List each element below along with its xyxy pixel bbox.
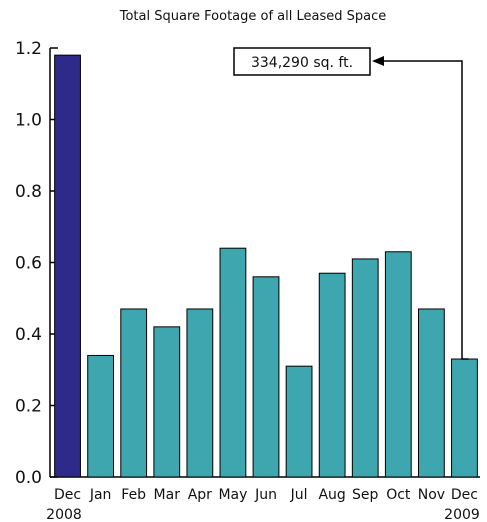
arrow-head-icon (372, 56, 384, 66)
x-tick-label: Apr (188, 487, 212, 503)
y-tick-label: 0.6 (15, 254, 42, 274)
x-tick-label: Jul (290, 487, 308, 503)
annotation-box (233, 47, 371, 76)
x-tick-label: Dec (451, 487, 478, 503)
annotation-text: 334,290 sq. ft. (251, 55, 353, 71)
bar (351, 258, 379, 478)
bar (87, 354, 115, 478)
bar (384, 251, 412, 478)
x-tick-label: Oct (386, 487, 411, 503)
year-label-end: 2009 (444, 507, 480, 522)
bar (153, 326, 181, 478)
bar (285, 365, 313, 478)
bar (451, 358, 478, 478)
bars (54, 54, 478, 478)
y-tick-label: 1.2 (15, 39, 42, 59)
y-tick-label: 0.2 (15, 397, 42, 417)
year-label-start: 2008 (46, 507, 82, 522)
y-tick-label: 1.0 (15, 111, 42, 131)
bar (318, 272, 346, 478)
x-tick-label: Feb (121, 487, 146, 503)
x-tick-label: Sep (352, 487, 379, 503)
x-tick-label: May (218, 487, 247, 503)
bar (120, 308, 148, 478)
bar (252, 276, 280, 478)
bar (54, 54, 81, 478)
bar (417, 308, 445, 478)
bar (219, 247, 247, 478)
x-tick-label: Jun (254, 487, 277, 503)
x-tick-label: Jan (89, 487, 112, 503)
x-tick-label: Nov (418, 487, 445, 503)
annotation-connector (378, 60, 469, 360)
x-tick-label: Mar (154, 487, 181, 503)
y-tick-label: 0.4 (15, 325, 42, 345)
y-tick-label: 0.8 (15, 182, 42, 202)
annotation-callout: 334,290 sq. ft. (233, 47, 469, 360)
bar (186, 308, 214, 478)
x-axis-labels: Dec Jan Feb Mar Apr May Jun Jul Aug Sep Oct Nov Dec (54, 487, 478, 503)
chart-title: Total Square Footage of all Leased Space (119, 9, 387, 24)
x-tick-label: Dec (54, 487, 81, 503)
x-tick-label: Aug (318, 487, 345, 503)
y-tick-label: 0.0 (15, 468, 42, 488)
